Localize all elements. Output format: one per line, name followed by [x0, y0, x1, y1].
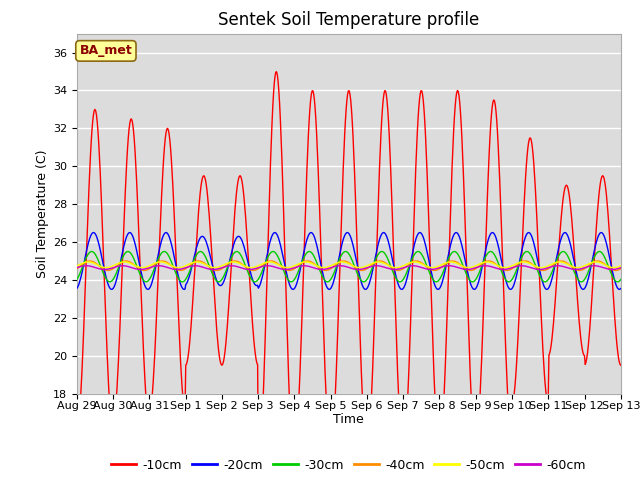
Text: BA_met: BA_met — [79, 44, 132, 58]
X-axis label: Time: Time — [333, 413, 364, 426]
Title: Sentek Soil Temperature profile: Sentek Soil Temperature profile — [218, 11, 479, 29]
Legend: -10cm, -20cm, -30cm, -40cm, -50cm, -60cm: -10cm, -20cm, -30cm, -40cm, -50cm, -60cm — [106, 454, 591, 477]
Y-axis label: Soil Temperature (C): Soil Temperature (C) — [36, 149, 49, 278]
